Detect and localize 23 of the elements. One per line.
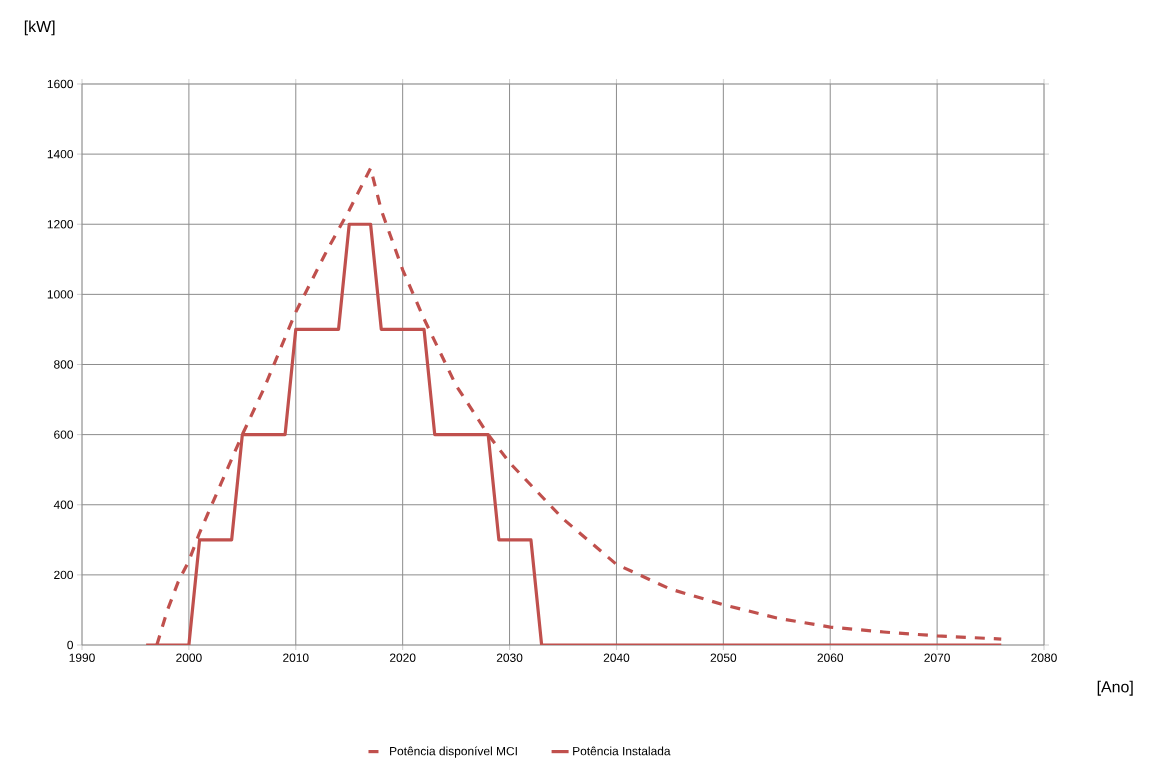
x-tick-label: 2020 [389,653,416,662]
y-tick-label: 600 [54,430,74,439]
x-tick-label: 2000 [176,653,202,662]
y-tick-label: 1200 [47,220,74,229]
y-axis-title: [kW] [24,20,55,36]
x-tick-label: 1990 [69,653,95,662]
x-tick-label: 2010 [283,653,309,662]
x-tick-label: 2050 [710,653,737,662]
x-tick-label: 2070 [924,653,950,662]
x-tick-label: 2060 [817,653,844,662]
y-tick-label: 800 [54,360,74,369]
x-tick-label: 2080 [1031,653,1057,662]
y-tick-label: 0 [67,640,74,650]
y-tick-label: 1400 [47,149,74,159]
y-tick-label: 1000 [47,290,74,299]
legend-label: Potência disponível MCI [390,746,517,758]
x-tick-label: 2030 [496,653,523,662]
legend-label: Potência Instalada [573,746,671,756]
x-tick-label: 2040 [603,653,630,662]
y-tick-label: 200 [54,570,74,580]
y-tick-label: 400 [53,500,74,509]
y-tick-label: 1600 [47,79,74,89]
x-axis-title: [Ano] [1097,680,1133,696]
